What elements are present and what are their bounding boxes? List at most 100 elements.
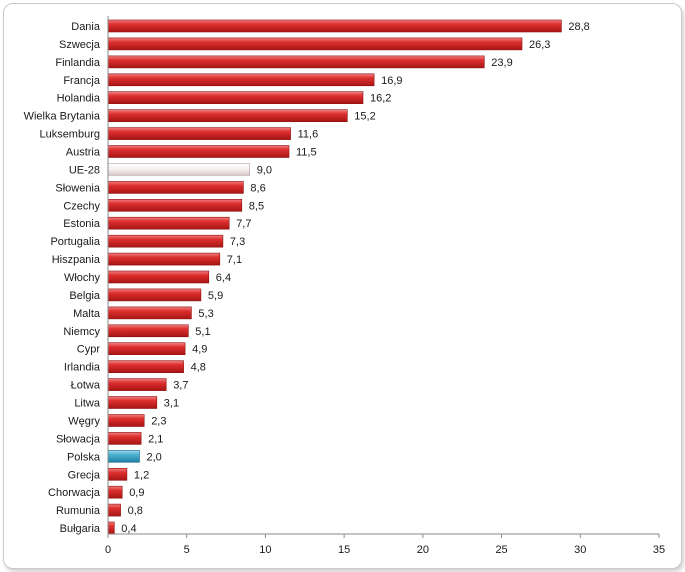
- category-label-niemcy: Niemcy: [63, 326, 100, 338]
- value-label-niemcy: 5,1: [195, 326, 210, 338]
- value-label-lotwa: 3,7: [173, 380, 188, 392]
- category-label-szwecja: Szwecja: [59, 39, 101, 51]
- value-label-finlandia: 23,9: [491, 57, 512, 69]
- bar-wielka-brytania: [107, 109, 348, 122]
- value-label-chorwacja: 0,9: [129, 487, 144, 499]
- category-label-francja: Francja: [63, 75, 101, 87]
- value-label-czechy: 8,5: [249, 200, 264, 212]
- value-label-luksemburg: 11,6: [298, 129, 319, 141]
- category-labels: Dania Szwecja Finlandia Francja Holandia Wiel…: [24, 21, 101, 535]
- bar-ue-28: [107, 163, 250, 176]
- category-label-portugalia: Portugalia: [50, 236, 100, 248]
- bar-slowenia: [107, 181, 244, 194]
- bar-litwa: [107, 396, 158, 409]
- x-tick-label-20: 20: [417, 544, 429, 556]
- category-label-bulgaria: Bułgaria: [60, 523, 101, 535]
- category-label-finlandia: Finlandia: [55, 57, 101, 69]
- category-label-slowacja: Słowacja: [56, 433, 101, 445]
- value-label-cypr: 4,9: [192, 344, 207, 356]
- value-label-wielka-brytania: 15,2: [354, 111, 375, 123]
- bar-finlandia: [107, 55, 485, 69]
- category-label-ue-28: UE-28: [69, 164, 100, 176]
- value-label-grecja: 1,2: [134, 469, 149, 481]
- bar-wegry: [107, 414, 145, 427]
- value-label-wlochy: 6,4: [216, 272, 231, 284]
- bar-malta: [107, 306, 192, 320]
- bar-polska: [107, 449, 140, 463]
- category-label-hiszpania: Hiszpania: [52, 254, 101, 266]
- value-label-portugalia: 7,3: [230, 236, 245, 248]
- bar-austria: [107, 145, 290, 158]
- category-label-irlandia: Irlandia: [64, 362, 101, 374]
- bar-irlandia: [107, 360, 184, 374]
- category-label-belgia: Belgia: [69, 290, 100, 302]
- value-label-dania: 28,8: [568, 21, 589, 33]
- value-labels: 28,8 26,3 23,9 16,9 16,2 15,2 11,6 11,5 9,0 8,6 8,…: [121, 21, 590, 535]
- value-label-hiszpania: 7,1: [227, 254, 242, 266]
- bar-rumunia: [107, 503, 121, 517]
- category-label-luksemburg: Luksemburg: [39, 129, 100, 141]
- value-label-polska: 2,0: [147, 451, 162, 463]
- value-label-austria: 11,5: [296, 147, 317, 159]
- x-tick-label-10: 10: [259, 544, 271, 556]
- category-label-chorwacja: Chorwacja: [48, 487, 101, 499]
- x-tick-label-35: 35: [653, 544, 665, 556]
- category-label-rumunia: Rumunia: [56, 505, 101, 517]
- category-label-wegry: Węgry: [68, 416, 100, 428]
- x-tick-label-5: 5: [184, 544, 190, 556]
- category-label-litwa: Litwa: [74, 398, 101, 410]
- value-label-bulgaria: 0,4: [121, 523, 136, 535]
- category-label-dania: Dania: [71, 21, 101, 33]
- x-tick-label-25: 25: [495, 544, 507, 556]
- bar-belgia: [107, 288, 202, 302]
- category-label-lotwa: Łotwa: [71, 380, 101, 392]
- bar-grecja: [107, 467, 128, 481]
- category-label-estonia: Estonia: [63, 218, 101, 230]
- category-label-wielka-brytania: Wielka Brytania: [24, 111, 101, 123]
- bar-dania: [107, 19, 562, 33]
- bar-luksemburg: [107, 127, 291, 140]
- category-label-austria: Austria: [66, 147, 101, 159]
- bar-portugalia: [107, 234, 224, 248]
- x-tick-label-0: 0: [105, 544, 111, 556]
- category-label-grecja: Grecja: [68, 469, 101, 481]
- bar-niemcy: [107, 324, 189, 338]
- value-label-francja: 16,9: [381, 75, 402, 87]
- bar-slowacja: [107, 432, 142, 445]
- value-label-belgia: 5,9: [208, 290, 223, 302]
- category-label-wlochy: Włochy: [64, 272, 101, 284]
- value-label-slowenia: 8,6: [250, 182, 265, 194]
- bar-chart: Dania Szwecja Finlandia Francja Holandia Wiel…: [24, 16, 665, 556]
- value-label-szwecja: 26,3: [529, 39, 550, 51]
- category-label-cypr: Cypr: [77, 344, 101, 356]
- value-label-litwa: 3,1: [164, 398, 179, 410]
- value-label-holandia: 16,2: [370, 93, 391, 105]
- value-label-ue-28: 9,0: [257, 164, 272, 176]
- value-label-estonia: 7,7: [236, 218, 251, 230]
- category-label-holandia: Holandia: [57, 93, 101, 105]
- value-label-rumunia: 0,8: [128, 505, 143, 517]
- value-label-wegry: 2,3: [151, 416, 166, 428]
- chart-frame: Dania Szwecja Finlandia Francja Holandia Wiel…: [3, 3, 682, 569]
- bar-wlochy: [107, 270, 210, 284]
- value-label-irlandia: 4,8: [191, 362, 206, 374]
- x-tick-label-30: 30: [574, 544, 586, 556]
- bar-chorwacja: [107, 485, 123, 499]
- category-label-slowenia: Słowenia: [55, 182, 101, 194]
- value-label-malta: 5,3: [198, 308, 213, 320]
- bar-holandia: [107, 91, 364, 104]
- bar-estonia: [107, 216, 230, 230]
- bar-czechy: [107, 199, 243, 212]
- category-label-malta: Malta: [73, 308, 101, 320]
- bar-cypr: [107, 342, 186, 356]
- bar-francja: [107, 73, 375, 87]
- x-axis: 0 5 10 15 20 25 30 35: [105, 16, 665, 556]
- bar-szwecja: [107, 37, 523, 51]
- value-label-slowacja: 2,1: [148, 433, 163, 445]
- bar-hiszpania: [107, 252, 221, 266]
- x-tick-label-15: 15: [338, 544, 350, 556]
- bar-lotwa: [107, 378, 167, 391]
- category-label-czechy: Czechy: [63, 200, 100, 212]
- bars-group: [107, 19, 562, 535]
- bar-bulgaria: [107, 521, 115, 535]
